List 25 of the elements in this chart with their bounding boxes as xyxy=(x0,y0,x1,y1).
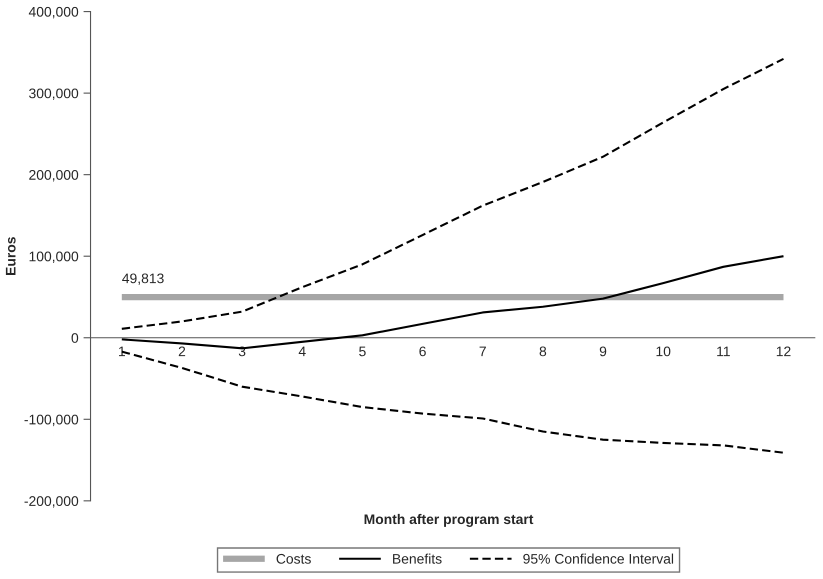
legend-label: Benefits xyxy=(393,554,442,564)
line-series xyxy=(120,58,785,330)
y-tick-label: 100,000 xyxy=(30,252,78,264)
x-tick-label: 12 xyxy=(776,346,791,356)
data-label: 49,813 xyxy=(122,273,164,285)
legend-label: Costs xyxy=(276,554,311,564)
x-tick-label: 9 xyxy=(600,346,606,356)
x-tick-label: 7 xyxy=(480,346,486,356)
x-tick-label: 2 xyxy=(178,346,186,356)
y-tick-label: 200,000 xyxy=(29,170,78,182)
x-tick-label: 11 xyxy=(717,346,730,356)
y-tick-label: -100,000 xyxy=(24,414,78,426)
y-tick-label: 300,000 xyxy=(29,88,78,100)
y-axis-title: Euros xyxy=(6,237,16,275)
legend-label: 95% Confidence Interval xyxy=(523,554,674,564)
x-tick-label: 10 xyxy=(656,346,670,356)
x-axis-title: Month after program start xyxy=(364,514,534,527)
x-tick-label: 4 xyxy=(298,346,306,356)
y-tick-label: 400,000 xyxy=(28,6,78,18)
x-tick-label: 6 xyxy=(419,346,426,356)
y-tick-label: -200,000 xyxy=(24,496,78,508)
x-tick-label: 1 xyxy=(119,346,125,356)
y-tick-label: 0 xyxy=(72,333,78,343)
x-tick-label: 8 xyxy=(540,346,546,356)
x-tick-label: 5 xyxy=(359,346,366,356)
